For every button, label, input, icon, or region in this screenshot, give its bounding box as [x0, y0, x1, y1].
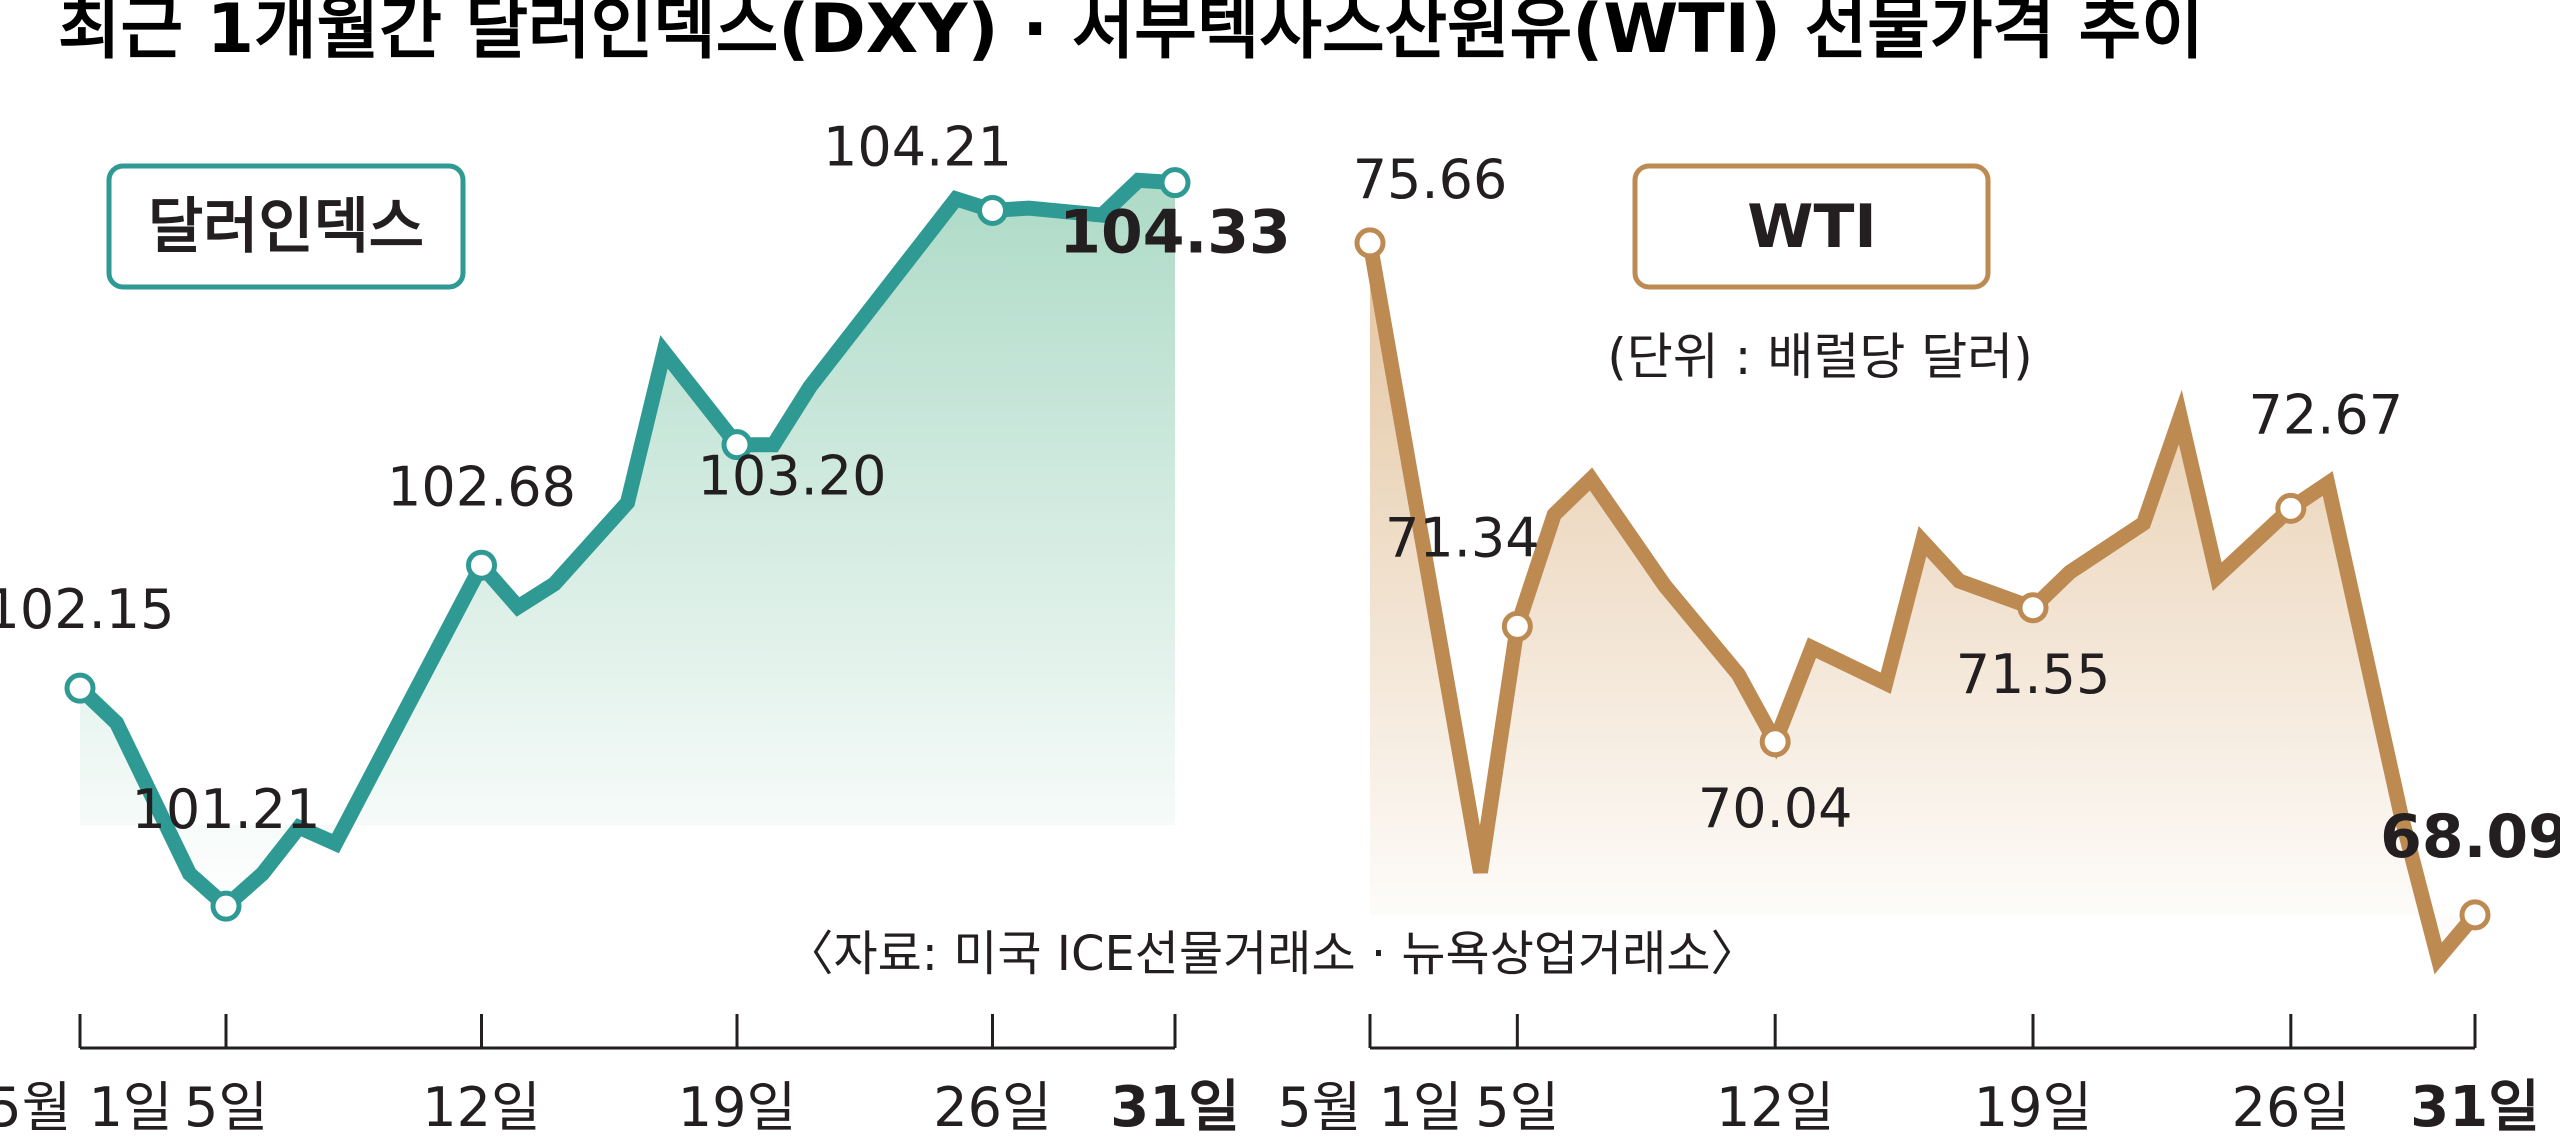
wti-area-fill [1370, 242, 2475, 959]
dxy-tick-label: 19일 [678, 1076, 796, 1137]
wti-data-point [1501, 610, 1533, 642]
wti-data-label: 71.34 [1385, 506, 1540, 569]
dxy-area-layer [80, 180, 1175, 907]
wti-data-label: 71.55 [1956, 643, 2111, 706]
dxy-data-point [466, 549, 497, 581]
wti-data-label: 72.67 [2249, 383, 2404, 446]
dxy-area-fill [80, 180, 1175, 907]
figure-title: 최근 1개월간 달러인덱스(DXY) · 서부텍사스산원유(WTI) 선물가격 … [58, 0, 2204, 69]
dxy-data-label: 102.15 [0, 578, 174, 641]
wti-unit-note: (단위 : 배럴당 달러) [1607, 328, 2033, 386]
wti-data-point [1759, 726, 1791, 758]
dxy-data-label: 104.33 [1059, 198, 1291, 268]
wti-data-point [1354, 227, 1386, 259]
source-note: 〈자료: 미국 ICE선물거래소 · 뉴욕상업거래소〉 [785, 926, 1758, 982]
wti-data-label: 68.09 [2380, 802, 2560, 872]
wti-chart-title: WTI [1747, 192, 1876, 262]
wti-series-line [1362, 241, 2481, 975]
wti-area-layer [1370, 242, 2475, 959]
dxy-data-point [977, 194, 1008, 226]
wti-data-point [2275, 492, 2307, 524]
dxy-data-label: 101.21 [132, 778, 321, 841]
wti-panel: WTI (단위 : 배럴당 달러) 5월 1일 5일 12일 19일 26일 31일 75… [1277, 148, 2560, 1137]
wti-tick-label: 5월 1일 [1277, 1076, 1462, 1137]
dxy-tick-label: 26일 [933, 1076, 1051, 1137]
dxy-data-label: 104.21 [823, 115, 1012, 178]
dxy-tick-label: 5월 1일 [0, 1076, 173, 1137]
dxy-tick-label: 12일 [422, 1076, 540, 1137]
dxy-data-label: 102.68 [387, 455, 576, 518]
dxy-tick-label: 31일 [1110, 1075, 1239, 1137]
wti-data-label: 70.04 [1698, 777, 1853, 840]
dxy-data-point [1159, 167, 1191, 199]
wti-data-point [2459, 899, 2491, 931]
dxy-tick-label: 5일 [184, 1076, 268, 1137]
wti-tick-label: 5일 [1475, 1076, 1559, 1137]
wti-tick-label: 19일 [1974, 1076, 2092, 1137]
dxy-title-box [106, 163, 466, 290]
wti-tick-label: 26일 [2232, 1076, 2350, 1137]
wti-title-box [1632, 163, 1991, 290]
dxy-series-line [74, 172, 1176, 917]
dxy-data-point [721, 429, 753, 461]
wti-data-label: 75.66 [1353, 148, 1508, 211]
dxy-data-point [64, 672, 96, 704]
dxy-data-label: 103.20 [698, 445, 887, 508]
dxy-label-layer: 102.15 101.21 102.68 103.20 104.21 104.33 [0, 115, 1291, 922]
wti-label-layer: 75.66 71.34 70.04 71.55 72.67 68.09 [1353, 148, 2560, 931]
wti-tick-label: 31일 [2410, 1075, 2539, 1137]
wti-x-axis: 5월 1일 5일 12일 19일 26일 31일 [1277, 1014, 2540, 1137]
dxy-data-point [210, 890, 242, 922]
dxy-x-axis: 5월 1일 5일 12일 19일 26일 31일 [0, 1014, 1240, 1137]
dxy-panel: 달러인덱스 5월 1일 5일 12일 19일 26일 31일 102.15101.2110… [0, 115, 1291, 1137]
wti-tick-label: 12일 [1716, 1076, 1834, 1137]
dxy-chart-title: 달러인덱스 [148, 192, 424, 262]
wti-line-layer [1362, 241, 2481, 975]
wti-data-point [2017, 592, 2049, 624]
dxy-line-layer [74, 172, 1176, 917]
